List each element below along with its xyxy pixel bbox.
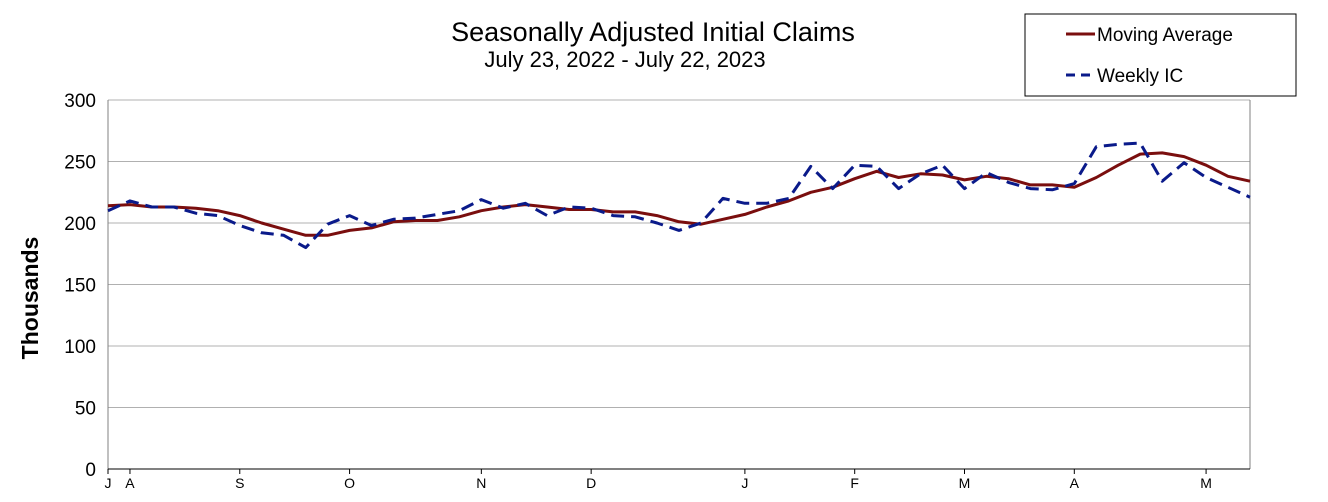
legend-label-moving-average: Moving Average <box>1097 25 1233 46</box>
y-tick-label: 150 <box>64 276 96 297</box>
y-tick-label: 200 <box>64 214 96 235</box>
x-tick-label: A <box>125 475 135 491</box>
y-tick-label: 300 <box>64 91 96 112</box>
chart-subtitle: July 23, 2022 - July 22, 2023 <box>484 47 765 72</box>
x-tick-label: J <box>741 475 748 491</box>
y-axis-label: Thousands <box>17 237 43 360</box>
y-axis-ticks: 0 50 100 150 200 250 300 <box>64 91 96 481</box>
x-tick-label: M <box>1200 475 1212 491</box>
series-line-weekly-ic <box>107 141 1251 250</box>
x-tick-label: M <box>959 475 971 491</box>
legend-box <box>1024 13 1297 97</box>
legend-label-weekly-ic: Weekly IC <box>1097 66 1183 87</box>
legend: Moving Average Weekly IC <box>1024 13 1297 97</box>
y-tick-label: 0 <box>85 460 96 481</box>
y-tick-label: 100 <box>64 337 96 358</box>
x-tick-label: N <box>476 475 486 491</box>
grid <box>107 99 1251 470</box>
y-tick-label: 50 <box>75 399 96 420</box>
x-tick-label: O <box>344 475 355 491</box>
y-tick-label: 250 <box>64 153 96 174</box>
series <box>107 141 1251 250</box>
x-tick-label: A <box>1070 475 1080 491</box>
x-tick-label: J <box>105 475 112 491</box>
series-line-moving-average <box>107 151 1251 237</box>
x-tick-label: F <box>850 475 859 491</box>
chart-title: Seasonally Adjusted Initial Claims <box>451 17 855 47</box>
x-tick-label: S <box>235 475 244 491</box>
x-axis-ticks: JASONDJFMAMJJ <box>105 469 1212 491</box>
x-tick-label: D <box>586 475 596 491</box>
